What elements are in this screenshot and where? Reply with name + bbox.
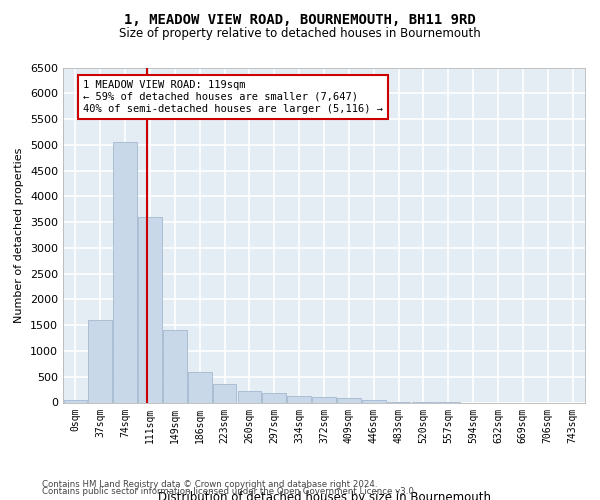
Bar [64,400,87,402]
Bar [88,320,112,402]
X-axis label: Distribution of detached houses by size in Bournemouth: Distribution of detached houses by size … [157,491,491,500]
Text: Size of property relative to detached houses in Bournemouth: Size of property relative to detached ho… [119,28,481,40]
Bar [188,372,212,402]
Bar [238,390,261,402]
Text: Contains HM Land Registry data © Crown copyright and database right 2024.: Contains HM Land Registry data © Crown c… [42,480,377,489]
Text: 1, MEADOW VIEW ROAD, BOURNEMOUTH, BH11 9RD: 1, MEADOW VIEW ROAD, BOURNEMOUTH, BH11 9… [124,12,476,26]
Bar [138,217,162,402]
Bar [362,400,386,402]
Bar [337,398,361,402]
Text: 1 MEADOW VIEW ROAD: 119sqm
← 59% of detached houses are smaller (7,647)
40% of s: 1 MEADOW VIEW ROAD: 119sqm ← 59% of deta… [83,80,383,114]
Bar [113,142,137,403]
Text: Contains public sector information licensed under the Open Government Licence v3: Contains public sector information licen… [42,488,416,496]
Bar [312,398,336,402]
Bar [163,330,187,402]
Bar [262,393,286,402]
Bar [213,384,236,402]
Bar [287,396,311,402]
Y-axis label: Number of detached properties: Number of detached properties [14,148,25,322]
